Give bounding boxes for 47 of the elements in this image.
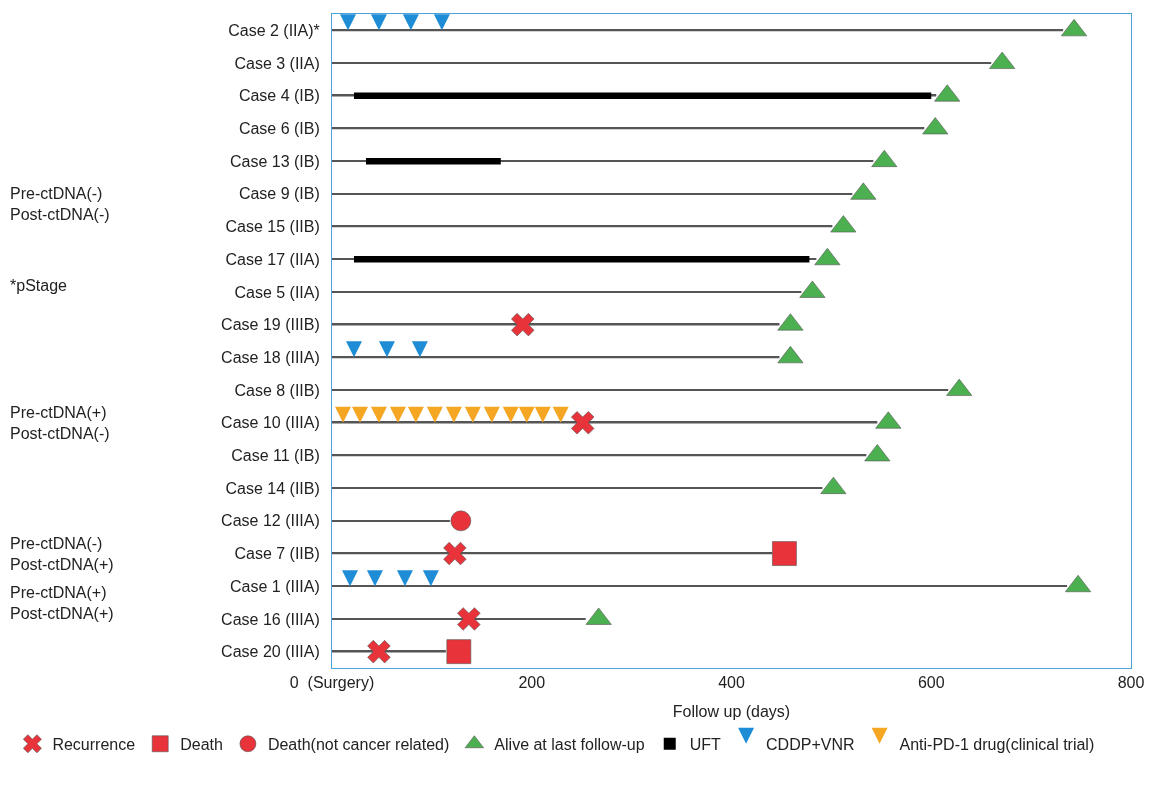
text: Pre-ctDNA(+) Post-ctDNA(+) — [10, 584, 114, 622]
bar — [332, 389, 949, 391]
x-tick-label: 400 — [718, 674, 745, 692]
y-tick-label: Case 9 (IB) — [238, 185, 320, 203]
y-tick-label: Case 15 (IIB) — [225, 218, 320, 236]
y-tick-label: Case 14 (IIB) — [225, 479, 320, 497]
y-tick-label: Case 11 (IB) — [231, 447, 320, 465]
y-tick-label: Case 16 (IIIA) — [221, 610, 320, 628]
bar — [332, 29, 1064, 32]
legend-label: Death — [180, 736, 223, 753]
legend-label: UFT — [689, 736, 722, 753]
y-tick-label: Case 7 (IIB) — [234, 545, 320, 563]
y-tick-label: Case 1 (IIIA) — [229, 577, 320, 595]
y-tick-label: Case 20 (IIIA) — [221, 643, 320, 661]
legend-label: Death(not cancer related) — [267, 736, 450, 753]
bar — [332, 585, 1068, 588]
legend-label: Recurrence — [52, 736, 136, 753]
legend-label: Anti-PD-1 drug(clinical trial) — [899, 736, 1095, 753]
y-tick-label: Case 6 (IB) — [238, 120, 320, 138]
x-tick-label: 200 — [518, 674, 546, 692]
text: *pStage — [10, 277, 68, 294]
y-tick-label: Case 18 (IIIA) — [221, 348, 320, 366]
y-tick-label: Case 3 (IIA) — [234, 54, 320, 72]
bar — [332, 291, 802, 293]
x-tick-label: 0 (Surgery) — [289, 674, 375, 692]
y-tick-label: Case 17 (IIA) — [225, 250, 320, 268]
bar — [365, 157, 501, 165]
bar — [332, 356, 780, 359]
y-tick-label: Case 13 (IB) — [229, 152, 320, 170]
y-tick-label: Case 4 (IB) — [238, 87, 320, 105]
legend-label: CDDP+VNR — [766, 736, 855, 753]
text: Pre-ctDNA(+) Post-ctDNA(-) — [10, 404, 110, 442]
x-tick-label: 800 — [1117, 674, 1145, 692]
legend-label: Alive at last follow-up — [494, 736, 645, 753]
y-tick-label: Case 8 (IIB) — [234, 381, 320, 399]
y-tick-label: Case 19 (IIIB) — [221, 316, 320, 334]
text: Pre-ctDNA(-) Post-ctDNA(-) — [10, 185, 110, 223]
bar — [353, 255, 810, 263]
y-tick-label: Case 2 (IIA)* — [228, 21, 320, 39]
y-tick-label: Case 10 (IIIA) — [221, 414, 320, 432]
x-tick-label: 600 — [917, 674, 945, 692]
x-axis-title: Follow up (days) — [672, 702, 791, 720]
y-tick-label: Case 5 (IIA) — [234, 283, 320, 301]
text: Pre-ctDNA(-) Post-ctDNA(+) — [10, 535, 114, 573]
bar — [332, 193, 853, 195]
bar — [332, 487, 823, 489]
y-tick-label: Case 12 (IIIA) — [221, 512, 320, 530]
